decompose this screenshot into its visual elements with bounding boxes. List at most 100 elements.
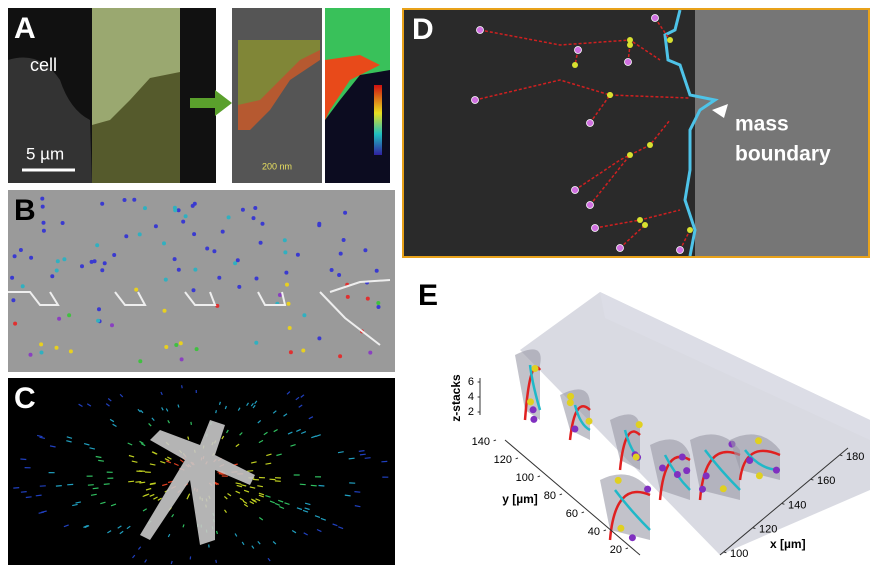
particle (177, 268, 181, 272)
particle (184, 214, 188, 218)
particle (55, 346, 59, 350)
track-end (773, 467, 780, 474)
track-node (627, 152, 633, 158)
particle (177, 208, 181, 212)
particle (241, 208, 245, 212)
track-node (687, 227, 693, 233)
vector (56, 486, 62, 487)
track-end (567, 399, 574, 406)
particle (233, 261, 237, 265)
track-end (683, 467, 690, 474)
vector (36, 495, 42, 496)
particle (67, 313, 71, 317)
panel-label: B (14, 194, 36, 227)
particle (302, 313, 306, 317)
particle (50, 274, 54, 278)
tick-label: 180 (846, 451, 864, 463)
particle (93, 259, 97, 263)
tick-label: 60 (566, 508, 578, 520)
panel-label: E (418, 279, 438, 312)
particle (97, 307, 101, 311)
particle (11, 298, 15, 302)
track-node (607, 92, 613, 98)
colorbar (374, 85, 382, 155)
x-axis-label: x [µm] (770, 537, 806, 551)
track-end (472, 97, 479, 104)
particle (42, 221, 46, 225)
annotation: mass (735, 113, 789, 136)
panel-label: D (412, 13, 434, 46)
particle (252, 216, 256, 220)
particle (253, 206, 257, 210)
particle (80, 264, 84, 268)
vector (216, 410, 217, 413)
particle (287, 302, 291, 306)
track-end (755, 437, 762, 444)
particle (338, 354, 342, 358)
tick-label: 2 (468, 406, 474, 418)
track-end (532, 365, 539, 372)
track-end (659, 465, 666, 472)
particle (56, 259, 60, 263)
vector (93, 488, 99, 489)
track-node (647, 142, 653, 148)
vector (139, 482, 145, 483)
particle (100, 268, 104, 272)
particle (179, 341, 183, 345)
track-end (746, 457, 753, 464)
particle (19, 248, 23, 252)
particle (13, 322, 17, 326)
particle (377, 305, 381, 309)
particle (95, 243, 99, 247)
particle (112, 253, 116, 257)
particle (29, 256, 33, 260)
vector (360, 454, 366, 455)
tick-label: 120 (494, 454, 512, 466)
track-end (756, 472, 763, 479)
particle (110, 323, 114, 327)
particle (40, 197, 44, 201)
track-end (625, 59, 632, 66)
particle (337, 273, 341, 277)
track-end (679, 454, 686, 461)
vector (365, 458, 371, 459)
vector (88, 485, 94, 486)
cell-label: cell (30, 55, 57, 75)
particle (221, 230, 225, 234)
particle (41, 205, 45, 209)
particle (61, 221, 65, 225)
tick-mark (538, 476, 540, 477)
track-end (703, 472, 710, 479)
particle (278, 293, 282, 297)
particle (138, 232, 142, 236)
panel-label: C (14, 382, 36, 415)
track-node (642, 222, 648, 228)
particle (180, 357, 184, 361)
tick-label: 4 (468, 391, 474, 403)
panel-label: A (14, 12, 36, 45)
particle (339, 252, 343, 256)
particle (29, 353, 33, 357)
track-end (530, 406, 537, 413)
tick-mark (582, 512, 584, 513)
tick-mark (626, 548, 628, 549)
vector (135, 482, 141, 483)
particle (343, 211, 347, 215)
particle (236, 258, 240, 262)
particle (366, 297, 370, 301)
particle (164, 345, 168, 349)
particle (69, 349, 73, 353)
panel-b-background (8, 190, 395, 372)
vector (253, 479, 259, 480)
particle (283, 250, 287, 254)
particle (363, 248, 367, 252)
track-end (617, 245, 624, 252)
particle (301, 349, 305, 353)
particle (342, 238, 346, 242)
particle (191, 204, 195, 208)
tick-label: 120 (759, 524, 777, 536)
particle (289, 350, 293, 354)
particle (283, 238, 287, 242)
tick-label: 140 (788, 499, 806, 511)
particle (288, 326, 292, 330)
